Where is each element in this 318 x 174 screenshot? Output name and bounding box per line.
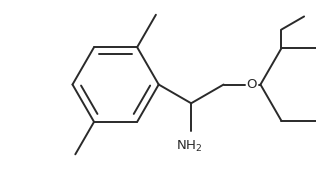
Text: NH$_2$: NH$_2$ <box>176 139 202 154</box>
Text: O: O <box>246 78 257 91</box>
